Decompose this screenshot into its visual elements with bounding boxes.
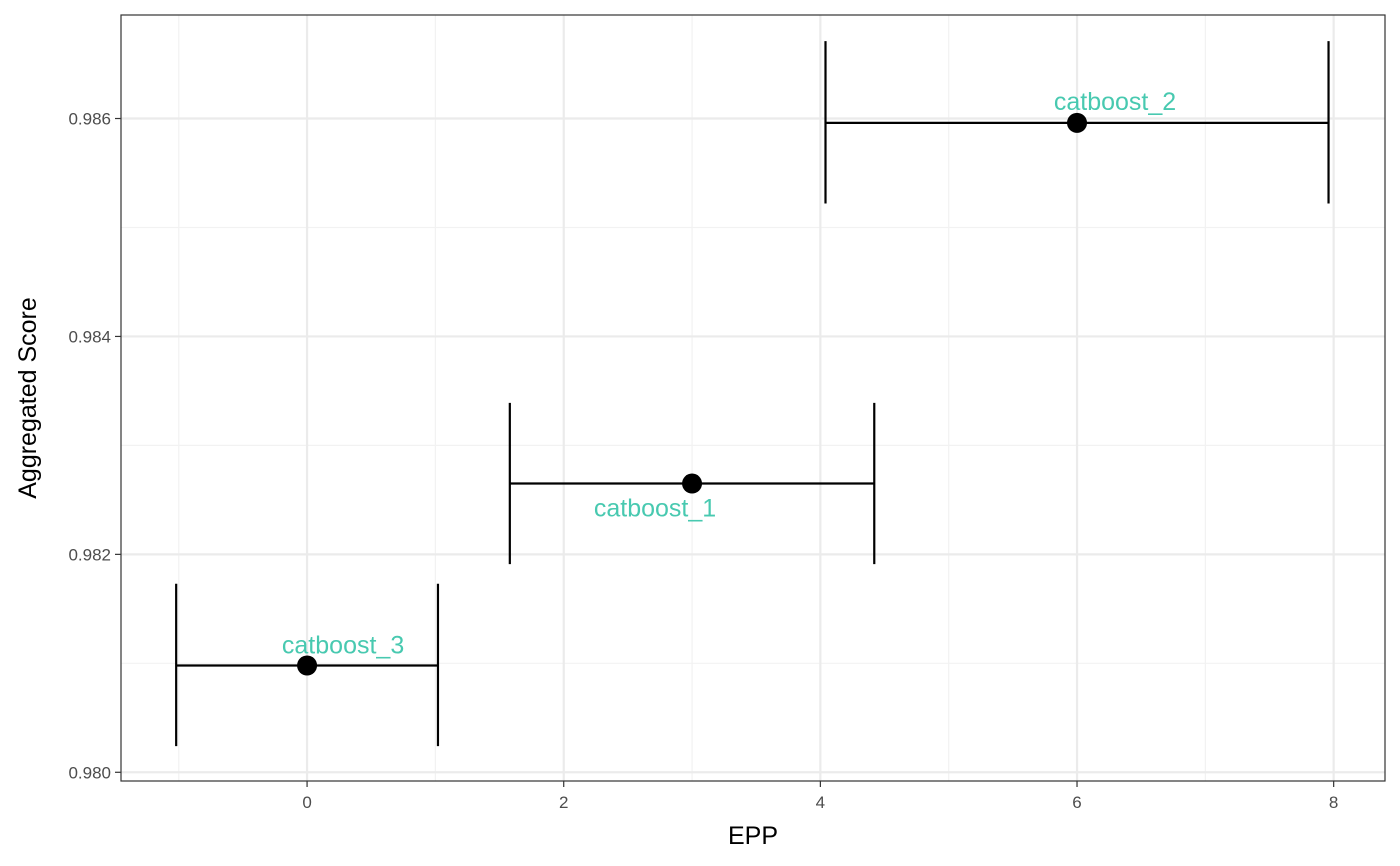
y-tick-label: 0.980 <box>68 763 111 782</box>
y-tick-label: 0.984 <box>68 327 111 346</box>
y-tick-label: 0.982 <box>68 545 111 564</box>
plot-border <box>120 14 1386 782</box>
point-label: catboost_2 <box>1054 88 1176 116</box>
y-axis-title: Aggregated Score <box>14 297 42 499</box>
y-axis: 0.980 0.982 0.984 0.986 <box>68 110 121 782</box>
plot-panel <box>121 15 1385 781</box>
x-axis: 0 2 4 6 8 <box>302 781 1338 812</box>
grid-major <box>121 15 1385 781</box>
data-points <box>297 112 1088 676</box>
x-tick-label: 0 <box>302 793 311 812</box>
point-labels: catboost_1 catboost_2 catboost_3 <box>282 88 1176 660</box>
x-tick-label: 4 <box>816 793 825 812</box>
data-point <box>297 655 318 676</box>
data-point <box>682 473 703 494</box>
y-tick-label: 0.986 <box>68 110 111 129</box>
point-label: catboost_1 <box>594 495 716 523</box>
x-tick-label: 8 <box>1329 793 1338 812</box>
data-point <box>1067 112 1088 133</box>
x-tick-label: 6 <box>1072 793 1081 812</box>
point-label: catboost_3 <box>282 632 404 660</box>
grid-minor <box>121 15 1385 781</box>
x-axis-title: EPP <box>728 822 778 850</box>
x-tick-label: 2 <box>559 793 568 812</box>
